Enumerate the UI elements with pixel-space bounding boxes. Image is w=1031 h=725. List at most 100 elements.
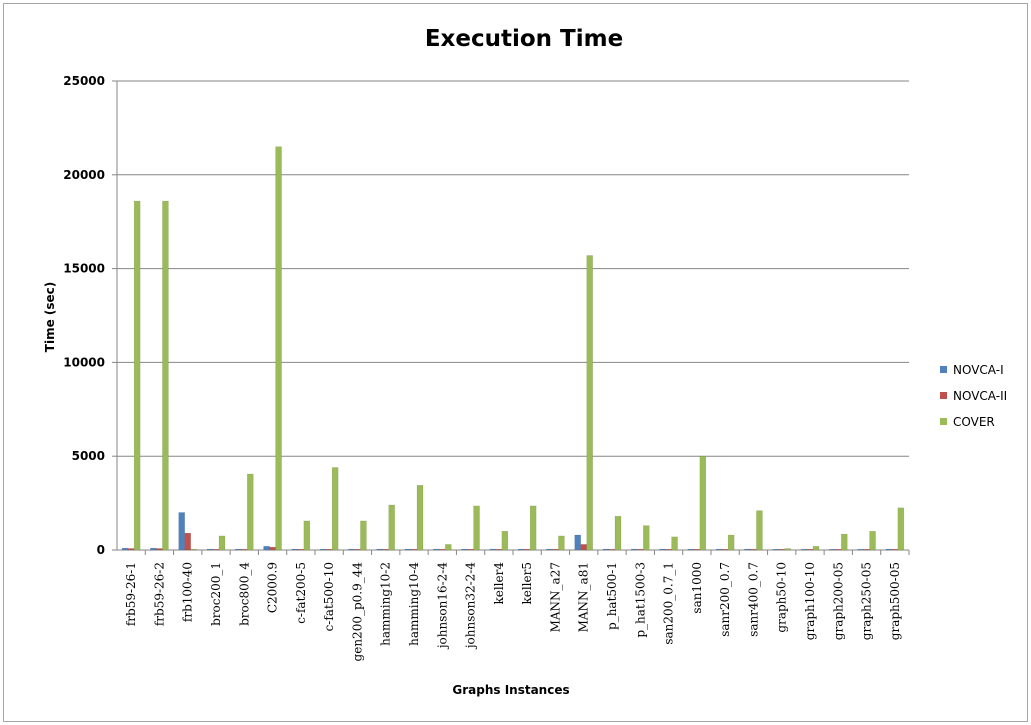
x-axis-title: Graphs Instances <box>452 683 569 697</box>
bar-novca-ii <box>212 548 220 551</box>
bar-cover <box>756 510 763 551</box>
y-tick-label: 15000 <box>63 262 105 276</box>
bar-novca-i <box>121 547 129 551</box>
bar-cover <box>699 455 707 551</box>
axes <box>112 80 910 555</box>
bar-novca-ii <box>750 548 757 551</box>
bar-novca-ii <box>778 548 785 551</box>
x-tick-label: graph100-10 <box>803 562 817 640</box>
bar-cover <box>331 467 339 551</box>
bar-chart: Execution Time 0 5000 10000 15000 20000 25000… <box>43 26 1007 697</box>
x-tick-label: san1000 <box>690 562 704 614</box>
bar-novca-ii <box>410 548 418 551</box>
x-tick-label: hamming10-4 <box>407 562 421 646</box>
bar-novca-i <box>348 548 355 551</box>
bar-novca-ii <box>580 544 587 551</box>
bar-novca-i <box>885 548 893 551</box>
y-tick-labels: 0 5000 10000 15000 20000 25000 <box>63 74 105 557</box>
bar-novca-ii <box>721 548 729 551</box>
bar-novca-ii <box>156 548 163 551</box>
bar-cover <box>614 515 622 551</box>
bar-cover <box>558 535 565 551</box>
y-tick-label: 25000 <box>63 74 105 88</box>
x-tick-label: C2000.9 <box>266 562 280 613</box>
legend-label: NOVCA-I <box>953 363 1004 377</box>
bar-novca-ii <box>891 548 899 551</box>
x-tick-label: c-fat500-10 <box>322 562 336 631</box>
legend-swatch <box>940 366 947 373</box>
bar-cover <box>727 534 735 551</box>
bar-cover <box>388 504 395 551</box>
x-tick-label: p_hat500-1 <box>605 562 619 630</box>
bar-cover <box>473 505 480 551</box>
x-tick-label: frb100-40 <box>181 562 195 622</box>
bar-novca-i <box>489 548 497 551</box>
legend-swatch <box>940 418 947 425</box>
x-tick-label: sanr200_0.7 <box>718 562 732 637</box>
bar-novca-i <box>631 548 638 551</box>
bar-novca-ii <box>467 548 474 551</box>
bar-novca-i <box>291 548 299 551</box>
x-tick-label: sanr400_0.7 <box>746 562 760 637</box>
legend: NOVCA-I NOVCA-II COVER <box>940 363 1007 429</box>
bar-novca-ii <box>184 532 191 551</box>
bar-novca-i <box>461 548 468 551</box>
bars <box>121 146 905 551</box>
bar-novca-ii <box>241 548 248 551</box>
bar-novca-i <box>517 548 525 551</box>
bar-cover <box>303 520 311 551</box>
bar-cover <box>897 507 905 551</box>
bar-novca-i <box>602 548 610 551</box>
chart-frame: Execution Time 0 5000 10000 15000 20000 25000… <box>3 3 1028 722</box>
bar-cover <box>360 520 367 551</box>
legend-swatch <box>940 392 947 399</box>
legend-label: NOVCA-II <box>953 389 1007 403</box>
bar-novca-ii <box>325 548 333 551</box>
bar-cover <box>586 255 593 551</box>
bar-novca-ii <box>806 548 814 551</box>
chart-title: Execution Time <box>425 26 623 52</box>
bar-novca-ii <box>127 548 135 551</box>
bar-novca-ii <box>269 546 276 551</box>
bar-novca-i <box>404 548 412 551</box>
bar-novca-i <box>829 548 836 551</box>
bar-novca-ii <box>439 548 446 551</box>
bar-novca-i <box>546 548 553 551</box>
bar-cover <box>812 545 820 551</box>
bar-novca-i <box>772 548 779 551</box>
x-tick-label: MANN_a27 <box>548 562 562 632</box>
x-tick-label: broc200_1 <box>209 562 223 626</box>
bar-novca-i <box>687 548 695 551</box>
bar-cover <box>247 473 254 551</box>
x-tick-label: keller4 <box>492 562 506 605</box>
bar-cover <box>190 548 197 551</box>
bar-novca-ii <box>863 548 870 551</box>
x-tick-label: keller5 <box>520 562 534 605</box>
bar-cover <box>162 200 169 551</box>
y-tick-label: 5000 <box>72 449 105 463</box>
x-tick-label: johnson16-2-4 <box>435 562 449 651</box>
bar-novca-ii <box>637 548 644 551</box>
bar-novca-i <box>235 548 242 551</box>
x-tick-label: broc800_4 <box>237 562 251 626</box>
bar-novca-i <box>659 548 666 551</box>
y-tick-label: 0 <box>97 543 105 557</box>
y-tick-label: 10000 <box>63 355 105 369</box>
bar-novca-i <box>744 548 751 551</box>
bar-cover <box>416 485 424 551</box>
bar-cover <box>671 536 678 551</box>
bar-cover <box>869 530 876 551</box>
bar-novca-ii <box>665 548 672 551</box>
bar-novca-i <box>150 547 157 551</box>
bar-novca-ii <box>297 548 305 551</box>
bar-novca-i <box>178 512 185 551</box>
x-tick-label: frb59-26-1 <box>124 562 138 626</box>
bar-novca-i <box>263 545 270 551</box>
x-tick-label: frb59-26-2 <box>152 562 166 626</box>
bar-novca-ii <box>552 548 559 551</box>
bar-cover <box>643 525 650 551</box>
bar-novca-i <box>800 548 808 551</box>
bar-novca-ii <box>835 548 842 551</box>
bar-cover <box>445 544 452 551</box>
x-tick-label: graph50-10 <box>775 562 789 633</box>
